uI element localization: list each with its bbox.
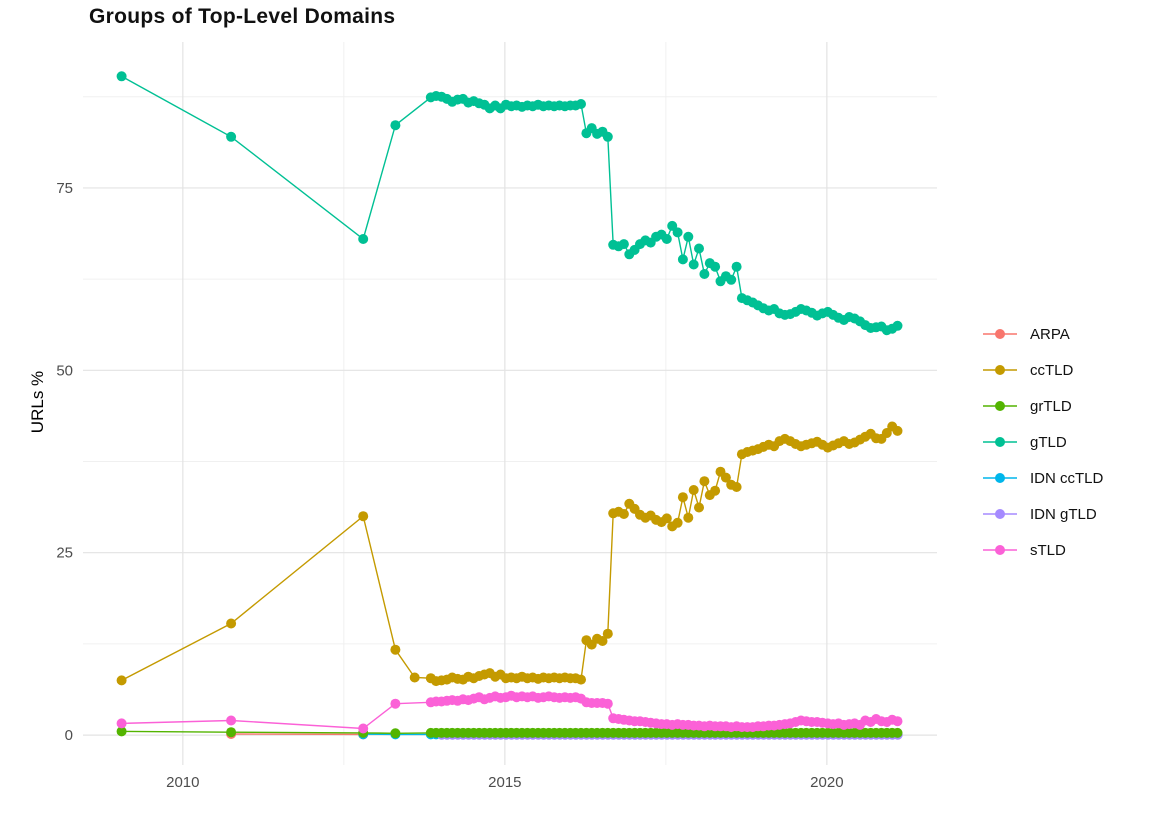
data-point <box>358 723 369 734</box>
legend-item-IDN-gTLD: IDN gTLD <box>982 496 1103 532</box>
data-point <box>390 120 401 131</box>
data-point <box>677 254 688 265</box>
series-gTLD <box>116 71 903 336</box>
data-point <box>618 509 629 519</box>
data-point <box>618 239 629 250</box>
legend-key-icon <box>983 509 1017 519</box>
data-point <box>116 71 127 82</box>
data-point <box>672 227 683 238</box>
legend-key-icon <box>983 437 1017 447</box>
legend-key-icon <box>983 401 1017 411</box>
legend-label: gTLD <box>1030 433 1067 451</box>
legend-item-IDN-ccTLD: IDN ccTLD <box>982 460 1103 496</box>
legend-item-sTLD: sTLD <box>982 532 1103 568</box>
data-point <box>116 675 127 686</box>
legend-label: ARPA <box>1030 325 1070 343</box>
legend-item-ccTLD: ccTLD <box>982 352 1103 388</box>
data-point <box>390 698 401 709</box>
data-point <box>602 628 613 639</box>
data-point <box>661 513 672 524</box>
data-point <box>602 698 613 709</box>
data-point <box>892 727 903 738</box>
series-sTLD <box>116 690 903 734</box>
data-point <box>699 269 710 279</box>
y-axis-title: URLs % <box>28 370 47 434</box>
legend-label: grTLD <box>1030 397 1072 415</box>
data-point <box>672 517 683 528</box>
x-tick-label: 2010 <box>166 774 199 791</box>
data-point <box>409 672 420 683</box>
y-tick-label: 75 <box>56 180 73 197</box>
chart-title: Groups of Top-Level Domains <box>89 5 396 28</box>
data-point <box>688 259 699 270</box>
data-point <box>892 320 903 331</box>
y-tick-label: 50 <box>56 362 73 379</box>
data-point <box>226 131 237 142</box>
data-point <box>116 718 127 729</box>
series-ARPA <box>226 729 369 740</box>
legend-label: IDN ccTLD <box>1030 469 1104 487</box>
data-point <box>390 644 401 655</box>
data-point <box>683 512 694 523</box>
data-point <box>892 425 903 436</box>
grid-major <box>83 42 937 765</box>
y-tick-label: 0 <box>65 727 73 744</box>
data-point <box>731 261 742 272</box>
legend-item-grTLD: grTLD <box>982 388 1103 424</box>
data-point <box>576 674 586 685</box>
data-point <box>720 472 731 483</box>
data-point <box>710 485 721 496</box>
data-point <box>892 716 903 727</box>
legend-key-icon <box>983 473 1017 483</box>
data-point <box>726 274 737 285</box>
legend: ARPA ccTLD grTLD gTLD IDN ccTLD IDN gTLD sTLD <box>982 316 1103 568</box>
data-point <box>688 485 699 495</box>
data-point <box>661 234 672 244</box>
data-point <box>731 482 742 492</box>
data-point <box>602 131 613 142</box>
axis-tick-labels: 0 25 50 75 2010 2015 2020 <box>56 180 843 791</box>
data-point <box>226 618 237 629</box>
data-point <box>226 727 237 738</box>
series-ccTLD <box>116 421 903 687</box>
y-tick-label: 25 <box>56 545 73 562</box>
x-tick-label: 2020 <box>810 774 843 791</box>
legend-item-gTLD: gTLD <box>982 424 1103 460</box>
grid-minor <box>83 42 937 765</box>
legend-item-ARPA: ARPA <box>982 316 1103 352</box>
data-point <box>597 636 608 646</box>
legend-key-icon <box>983 545 1017 555</box>
data-point <box>694 243 704 254</box>
data-point <box>699 476 710 487</box>
data-point <box>390 728 401 739</box>
data-point <box>683 231 694 242</box>
legend-label: ccTLD <box>1030 361 1074 379</box>
data-point <box>358 234 369 244</box>
data-point <box>116 726 127 737</box>
data-point <box>576 99 586 109</box>
data-point <box>358 511 369 522</box>
legend-key-icon <box>983 365 1017 375</box>
legend-label: IDN gTLD <box>1030 505 1097 523</box>
data-point <box>710 261 721 272</box>
x-tick-label: 2015 <box>488 774 521 791</box>
data-point <box>226 715 237 726</box>
data-point <box>677 492 688 503</box>
series-grTLD <box>116 726 903 739</box>
data-point <box>694 502 704 513</box>
legend-key-icon <box>983 329 1017 339</box>
legend-label: sTLD <box>1030 541 1066 559</box>
